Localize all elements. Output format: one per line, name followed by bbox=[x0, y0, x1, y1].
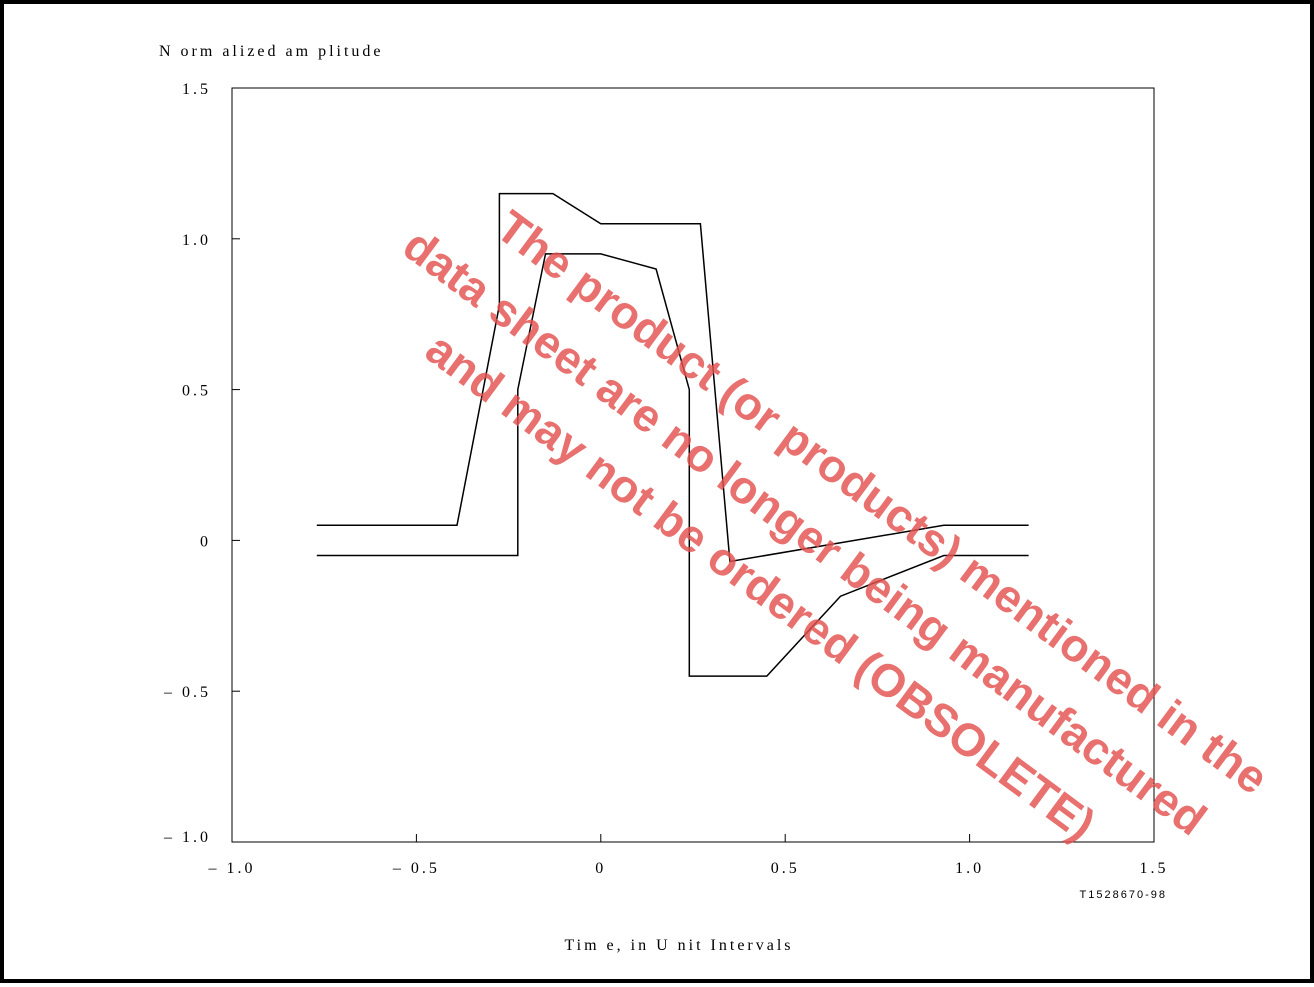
x-tick-label: 0 bbox=[595, 860, 606, 877]
x-axis-title: Tim e, in U nit Intervals bbox=[564, 937, 793, 954]
y-tick-label: 1.0 bbox=[182, 232, 211, 249]
amplitude-mask-chart: – 1.0– 0.5 0 0.5 1.0 1.5 1.51.00.50– 0.5– 1.… bbox=[159, 43, 1278, 954]
y-tick-label: 0.5 bbox=[182, 383, 211, 400]
x-ticks: – 1.0 – 0.5 0 0.5 1.0 1.5 bbox=[208, 834, 1169, 877]
series-layer bbox=[316, 192, 1029, 677]
y-ticks: 1.5 1.0 0.5 0 – 0.5 – 1.0 bbox=[163, 81, 240, 846]
y-tick-label: – 1.0 bbox=[163, 829, 211, 846]
x-tick-label: 1.5 bbox=[1140, 860, 1169, 877]
x-tick-label: 0.5 bbox=[771, 860, 800, 877]
x-tick-label: – 0.5 bbox=[392, 860, 440, 877]
y-tick-label: 0 bbox=[200, 533, 211, 550]
plot-area: – 1.0– 0.5 0 0.5 1.0 1.5 1.51.00.50– 0.5– 1.… bbox=[163, 81, 1169, 877]
y-tick-label: – 0.5 bbox=[163, 684, 211, 701]
figure-id: T1528670-98 bbox=[1080, 889, 1167, 901]
lower-mask-line bbox=[316, 253, 1029, 677]
obsolete-watermark: The product (or products) mentioned in t… bbox=[394, 200, 1278, 850]
x-tick-label: 1.0 bbox=[955, 860, 984, 877]
x-tick-label: – 1.0 bbox=[208, 860, 256, 877]
y-axis-title: N orm alized am plitude bbox=[159, 43, 384, 60]
upper-mask-line bbox=[316, 192, 1029, 563]
plot-frame bbox=[231, 87, 1155, 843]
y-tick-label: 1.5 bbox=[182, 81, 211, 98]
